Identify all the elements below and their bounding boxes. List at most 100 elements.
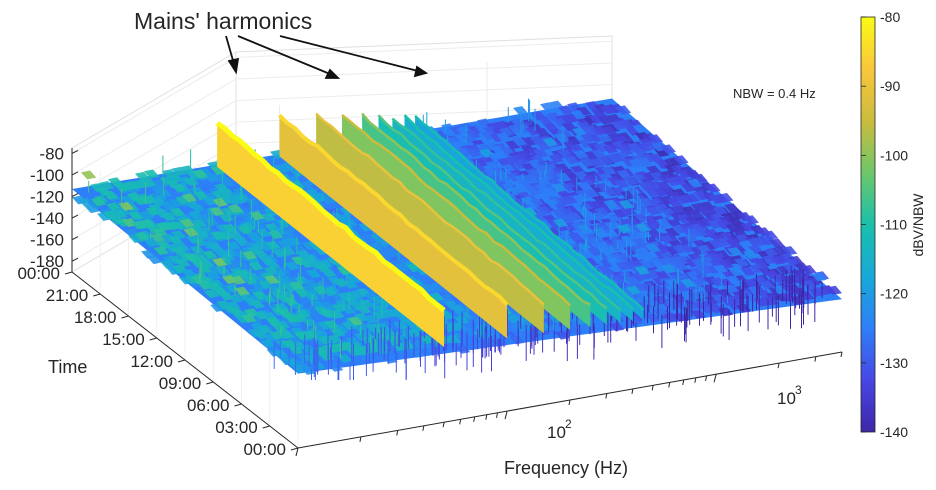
surface-patch [81, 170, 97, 180]
surface-patch [222, 223, 238, 233]
surface-patch [618, 146, 634, 156]
surface-patch [210, 231, 226, 240]
surface-patch [141, 178, 157, 188]
surface-patch [112, 209, 128, 219]
surface-patch [680, 278, 696, 288]
surface-patch [320, 195, 336, 205]
surface-patch [456, 311, 473, 321]
surface-patch [720, 232, 736, 242]
surface-patch [697, 265, 714, 275]
colorbar-tick-label: -100 [880, 147, 908, 163]
surface-patch [577, 224, 593, 234]
harmonic-ridge-crest [315, 112, 545, 306]
surface-patch [203, 217, 219, 227]
harmonic-ridge-crest [391, 117, 622, 312]
surface-patch [808, 287, 824, 297]
surface-patch [271, 248, 288, 258]
surface-patch [269, 330, 285, 340]
colorbar-tick-label: -130 [880, 355, 908, 371]
surface-patch [687, 178, 703, 188]
surface-patch [657, 257, 674, 267]
surface-patch [628, 273, 644, 283]
surface-patch [567, 211, 583, 221]
surface-patch [210, 303, 226, 312]
surface-patch [556, 172, 572, 182]
surface-patch [489, 175, 505, 185]
surface-patch [90, 197, 107, 207]
surface-patch [336, 266, 352, 275]
surface-patch [480, 131, 497, 141]
surface-patch [552, 218, 569, 228]
surface-patch [602, 144, 618, 154]
surface-patch [615, 105, 632, 115]
surface-patch [232, 187, 248, 197]
time-axis-ticks: 00:00 03:00 06:00 09:00 12:00 15:00 18:00 21:00… [17, 264, 299, 459]
surface-patch [608, 253, 625, 263]
surface-patch [382, 354, 398, 364]
z-tick-label: -160 [30, 231, 64, 250]
surface-patch [468, 125, 484, 135]
surface-patch [228, 231, 244, 241]
surface-patch [205, 271, 222, 280]
surface-patch [139, 210, 155, 220]
arrow-to-150hz [279, 35, 419, 72]
surface-patch [601, 166, 617, 176]
surface-patch [550, 183, 567, 193]
surface-patch [538, 175, 554, 186]
time-tick-label: 06:00 [187, 396, 230, 415]
surface-patch [353, 312, 369, 322]
surface-patch [181, 193, 198, 203]
surface-patch [721, 256, 737, 266]
svg-text:3: 3 [795, 383, 802, 397]
surface-patch [603, 199, 619, 209]
surface-patch [234, 286, 250, 296]
surface-patch [584, 188, 600, 198]
surface-patch [648, 257, 665, 267]
surface-patch [383, 248, 400, 258]
z-axis-ticks: -80 -100 -120 -140 -160 -180 [30, 144, 79, 271]
surface-patch [511, 136, 527, 146]
surface-patch [192, 169, 208, 179]
surface-patch [428, 292, 445, 302]
time-tick-label: 00:00 [243, 440, 286, 459]
surface-patch [241, 250, 258, 260]
surface-patch [123, 181, 139, 190]
surface-patch [656, 244, 673, 254]
surface-patch [588, 114, 605, 124]
surface-patch [256, 325, 273, 334]
harmonic-ridge-crest [341, 114, 571, 307]
surface-patch [255, 228, 271, 238]
surface-patch [237, 225, 253, 235]
frequency-minor-tick [568, 399, 571, 406]
surface-patch [152, 227, 169, 237]
surface-patch [636, 247, 652, 257]
surface-patch [639, 153, 656, 163]
surface-patch [626, 186, 642, 197]
surface-patch [466, 148, 482, 158]
frequency-minor-tick [777, 363, 780, 369]
surface-patch [571, 127, 588, 137]
surface-patch [202, 250, 218, 260]
colorbar-tick-label: -120 [880, 286, 908, 302]
surface-patch [588, 158, 604, 168]
surface-patch [626, 230, 642, 240]
surface-patch [509, 335, 525, 345]
frequency-minor-tick [631, 388, 634, 394]
surface-patch [615, 261, 631, 271]
surface-patch [297, 295, 314, 305]
surface-patch [743, 215, 759, 225]
surface-patch [260, 339, 276, 348]
time-axis-label: Time [48, 357, 87, 377]
surface-patch [661, 264, 677, 274]
surface-patch [241, 189, 257, 199]
z-tick-label: -80 [39, 144, 64, 163]
surface-patch [193, 253, 209, 263]
surface-patch [474, 124, 490, 134]
harmonic-ridge-face [316, 113, 544, 334]
surface-patch [133, 196, 149, 205]
surface-patch [553, 132, 570, 142]
surface-patch [219, 178, 235, 188]
surface-patch [277, 239, 293, 249]
surface-patch [249, 299, 266, 309]
surface-patch [170, 230, 187, 240]
